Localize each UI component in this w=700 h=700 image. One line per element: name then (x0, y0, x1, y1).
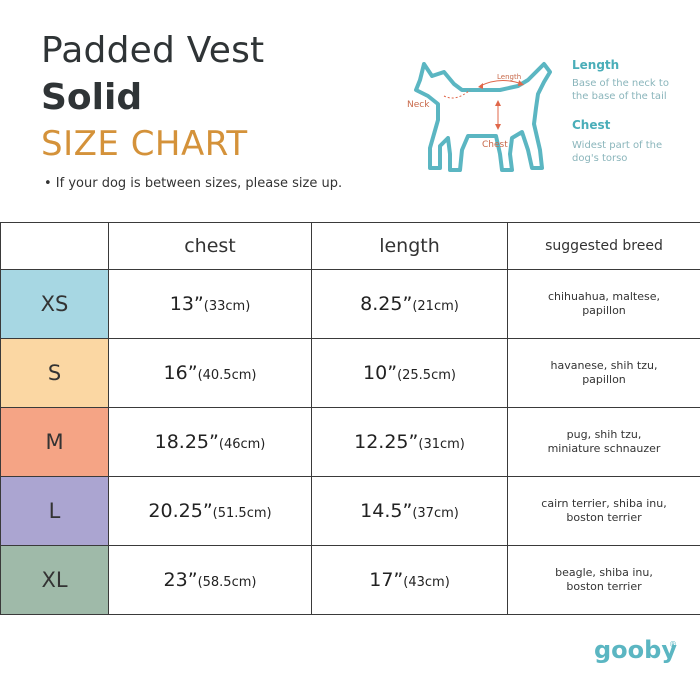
breed-line-2: papillon (582, 304, 626, 317)
header-size (0, 222, 109, 270)
table-header-row: chest length suggested breed (0, 222, 700, 270)
chest-cm: (46cm) (218, 437, 266, 452)
breed-line-1: cairn terrier, shiba inu, (541, 497, 667, 510)
chest-inches: 23” (163, 569, 198, 591)
table-row: L 20.25”(51.5cm) 14.5”(37cm) cairn terri… (0, 476, 700, 546)
legend-length-title: Length (572, 58, 620, 72)
legend-length-desc-2: the base of the tail (572, 91, 667, 102)
neck-label: Neck (407, 100, 430, 110)
chest-cm: (58.5cm) (197, 575, 257, 590)
chest-inches: 18.25” (154, 431, 219, 453)
table-row: M 18.25”(46cm) 12.25”(31cm) pug, shih tz… (0, 407, 700, 477)
length-cell: 10”(25.5cm) (311, 338, 508, 408)
sizing-note: • If your dog is between sizes, please s… (44, 176, 343, 191)
breed-line-2: miniature schnauzer (547, 442, 661, 455)
breed-cell: beagle, shiba inu, boston terrier (507, 545, 700, 615)
chest-cell: 16”(40.5cm) (108, 338, 312, 408)
gooby-logo: gooby (594, 636, 677, 664)
breed-line-2: boston terrier (566, 511, 642, 524)
length-cell: 14.5”(37cm) (311, 476, 508, 546)
breed-line-2: boston terrier (566, 580, 642, 593)
registered-mark: ® (669, 640, 677, 649)
legend-chest-desc-1: Widest part of the (572, 140, 663, 151)
chest-cm: (51.5cm) (212, 506, 272, 521)
measurement-diagram: Neck Length Chest Length Base of the nec… (400, 50, 700, 190)
length-cell: 17”(43cm) (311, 545, 508, 615)
table-row: XS 13”(33cm) 8.25”(21cm) chihuahua, malt… (0, 269, 700, 339)
breed-cell: chihuahua, maltese, papillon (507, 269, 700, 339)
size-cell: M (0, 407, 109, 477)
chest-cell: 20.25”(51.5cm) (108, 476, 312, 546)
breed-line-1: pug, shih tzu, (566, 428, 642, 441)
chest-cm: (40.5cm) (197, 368, 257, 383)
length-cm: (21cm) (412, 299, 459, 314)
legend-length-desc-1: Base of the neck to (572, 78, 669, 89)
title-product-name: Padded Vest (41, 30, 265, 71)
table-row: S 16”(40.5cm) 10”(25.5cm) havanese, shih… (0, 338, 700, 408)
chest-inches: 20.25” (148, 500, 213, 522)
header-length: length (311, 222, 508, 270)
breed-line-1: chihuahua, maltese, (547, 290, 661, 303)
breed-line-2: papillon (582, 373, 626, 386)
breed-cell: pug, shih tzu, miniature schnauzer (507, 407, 700, 477)
chest-inches: 13” (169, 293, 204, 315)
length-inches: 17” (369, 569, 404, 591)
legend-chest-desc-2: dog's torso (572, 153, 628, 164)
chest-cm: (33cm) (203, 299, 251, 314)
title-size-chart: SIZE CHART (41, 124, 248, 164)
length-cell: 8.25”(21cm) (311, 269, 508, 339)
title-variant: Solid (41, 77, 143, 118)
table-row: XL 23”(58.5cm) 17”(43cm) beagle, shiba i… (0, 545, 700, 615)
breed-cell: cairn terrier, shiba inu, boston terrier (507, 476, 700, 546)
chest-inches: 16” (163, 362, 198, 384)
length-cm: (43cm) (403, 575, 450, 590)
length-cm: (31cm) (418, 437, 465, 452)
length-label: Length (497, 73, 522, 81)
chest-label: Chest (482, 140, 508, 150)
length-inches: 14.5” (360, 500, 413, 522)
size-cell: XS (0, 269, 109, 339)
header-suggested-breed: suggested breed (507, 222, 700, 270)
chest-cell: 13”(33cm) (108, 269, 312, 339)
length-inches: 8.25” (360, 293, 413, 315)
length-cell: 12.25”(31cm) (311, 407, 508, 477)
size-chart-table: chest length suggested breed XS 13”(33cm… (0, 222, 700, 615)
breed-line-1: beagle, shiba inu, (555, 566, 653, 579)
length-cm: (37cm) (412, 506, 459, 521)
chest-cell: 18.25”(46cm) (108, 407, 312, 477)
length-inches: 12.25” (354, 431, 419, 453)
length-cm: (25.5cm) (397, 368, 456, 383)
breed-line-1: havanese, shih tzu, (550, 359, 658, 372)
dog-outline-icon (414, 62, 552, 172)
length-inches: 10” (363, 362, 398, 384)
header-chest: chest (108, 222, 312, 270)
size-cell: L (0, 476, 109, 546)
size-cell: XL (0, 545, 109, 615)
breed-cell: havanese, shih tzu, papillon (507, 338, 700, 408)
legend-chest-title: Chest (572, 118, 611, 132)
chest-cell: 23”(58.5cm) (108, 545, 312, 615)
size-cell: S (0, 338, 109, 408)
